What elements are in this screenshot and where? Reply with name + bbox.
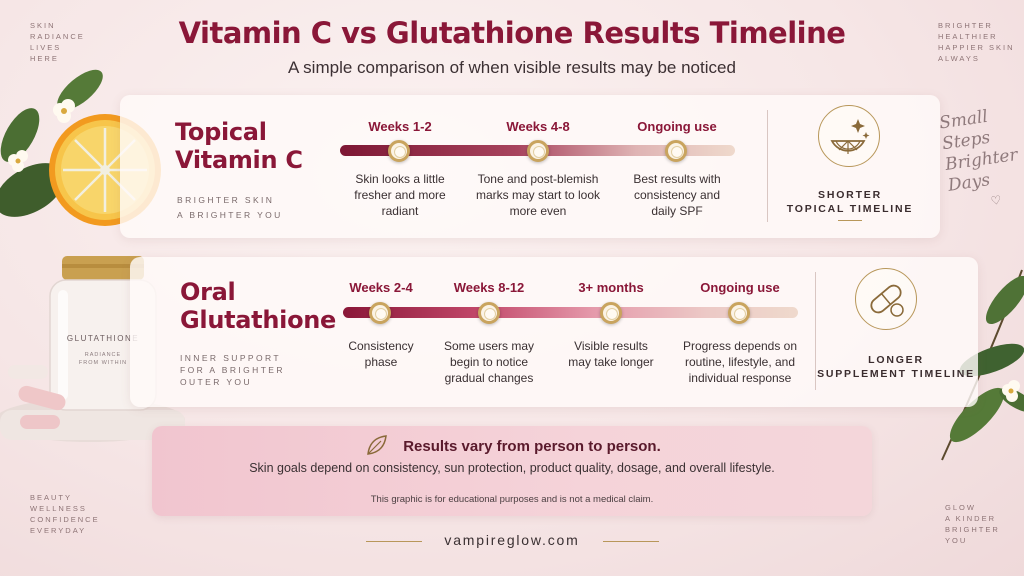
vitamin-c-stage-2-label: Weeks 4-8 [506, 119, 570, 134]
jar-label-name: GLUTATHIONE [66, 334, 140, 343]
glutathione-badge-label: LONGER SUPPLEMENT TIMELINE [817, 354, 975, 380]
notice-body: Skin goals depend on consistency, sun pr… [249, 461, 775, 475]
glutathione-title: Oral Glutathione [180, 278, 337, 334]
glutathione-jar [0, 256, 185, 442]
vitamin-c-node-1 [388, 140, 410, 162]
jar-label-line1: RADIANCE [84, 352, 122, 358]
glutathione-stage-2-label: Weeks 8-12 [453, 280, 525, 295]
glutathione-node-4 [728, 302, 750, 324]
glutathione-timeline-track [343, 307, 798, 318]
glutathione-tagline: INNER SUPPORT FOR A BRIGHTER OUTER YOU [180, 353, 285, 387]
vitamin-c-divider [767, 110, 768, 222]
script-tagline: Small Steps Brighter Days ♡ [938, 103, 1024, 217]
page-subtitle: A simple comparison of when visible resu… [288, 58, 736, 77]
leaf-icon [367, 435, 387, 455]
vitamin-c-title: Topical Vitamin C [175, 118, 303, 174]
glutathione-node-1 [369, 302, 391, 324]
vitamin-c-badge-label: SHORTER TOPICAL TIMELINE [786, 189, 914, 215]
notice-headline: Results vary from person to person. [403, 438, 661, 455]
vitamin-c-stage-2-desc: Tone and post-blemish marks may start to … [475, 172, 601, 218]
glutathione-stage-4-label: Ongoing use [700, 280, 780, 295]
glutathione-node-2 [478, 302, 500, 324]
notice-disclaimer: This graphic is for educational purposes… [370, 494, 654, 505]
glutathione-stage-4-desc: Progress depends on routine, lifestyle, a… [682, 339, 798, 385]
glutathione-stage-3-desc: Visible results may take longer [568, 339, 654, 369]
website-link[interactable]: vampireglow.com [444, 532, 580, 548]
footer-rule-right [603, 541, 659, 542]
vitamin-c-stage-3-label: Ongoing use [637, 119, 717, 134]
glutathione-divider [815, 272, 816, 390]
vitamin-c-tagline: BRIGHTER SKIN A BRIGHTER YOU [177, 195, 283, 220]
footer-rule-left [366, 541, 422, 542]
capsule-icon-badge [855, 268, 917, 330]
capsule-icon [869, 284, 904, 317]
vitamin-c-stage-3-desc: Best results with consistency and daily SP… [633, 172, 721, 218]
vitamin-c-badge-rule [838, 220, 862, 221]
vitamin-c-stage-1-label: Weeks 1-2 [368, 119, 432, 134]
glutathione-node-3 [600, 302, 622, 324]
corner-text-top-right: BRIGHTER HEALTHIER HAPPIER SKIN ALWAYS [938, 21, 1015, 63]
citrus-slice-icon-badge [818, 105, 880, 167]
vitamin-c-panel [120, 95, 940, 238]
glutathione-stage-1-desc: Consistency phase [348, 339, 414, 369]
vitamin-c-node-2 [527, 140, 549, 162]
glutathione-stage-1-label: Weeks 2-4 [349, 280, 413, 295]
corner-text-top-left: SKIN RADIANCE LIVES HERE [30, 21, 85, 63]
jar-label-line2: FROM WITHIN [78, 360, 128, 366]
glutathione-stage-3-label: 3+ months [578, 280, 644, 295]
page-title: Vitamin C vs Glutathione Results Timelin… [178, 16, 846, 50]
glutathione-stage-2-desc: Some users may begin to notice gradual cha… [443, 339, 535, 385]
citrus-slice-icon [830, 118, 869, 154]
glutathione-panel [130, 257, 978, 407]
corner-text-bottom-left: BEAUTY WELLNESS CONFIDENCE EVERYDAY [30, 493, 100, 535]
vitamin-c-stage-1-desc: Skin looks a little fresher and more radia… [354, 172, 446, 218]
vitamin-c-node-3 [665, 140, 687, 162]
results-notice-box [152, 426, 872, 516]
corner-text-bottom-right: GLOW A KINDER BRIGHTER YOU [945, 503, 1000, 545]
